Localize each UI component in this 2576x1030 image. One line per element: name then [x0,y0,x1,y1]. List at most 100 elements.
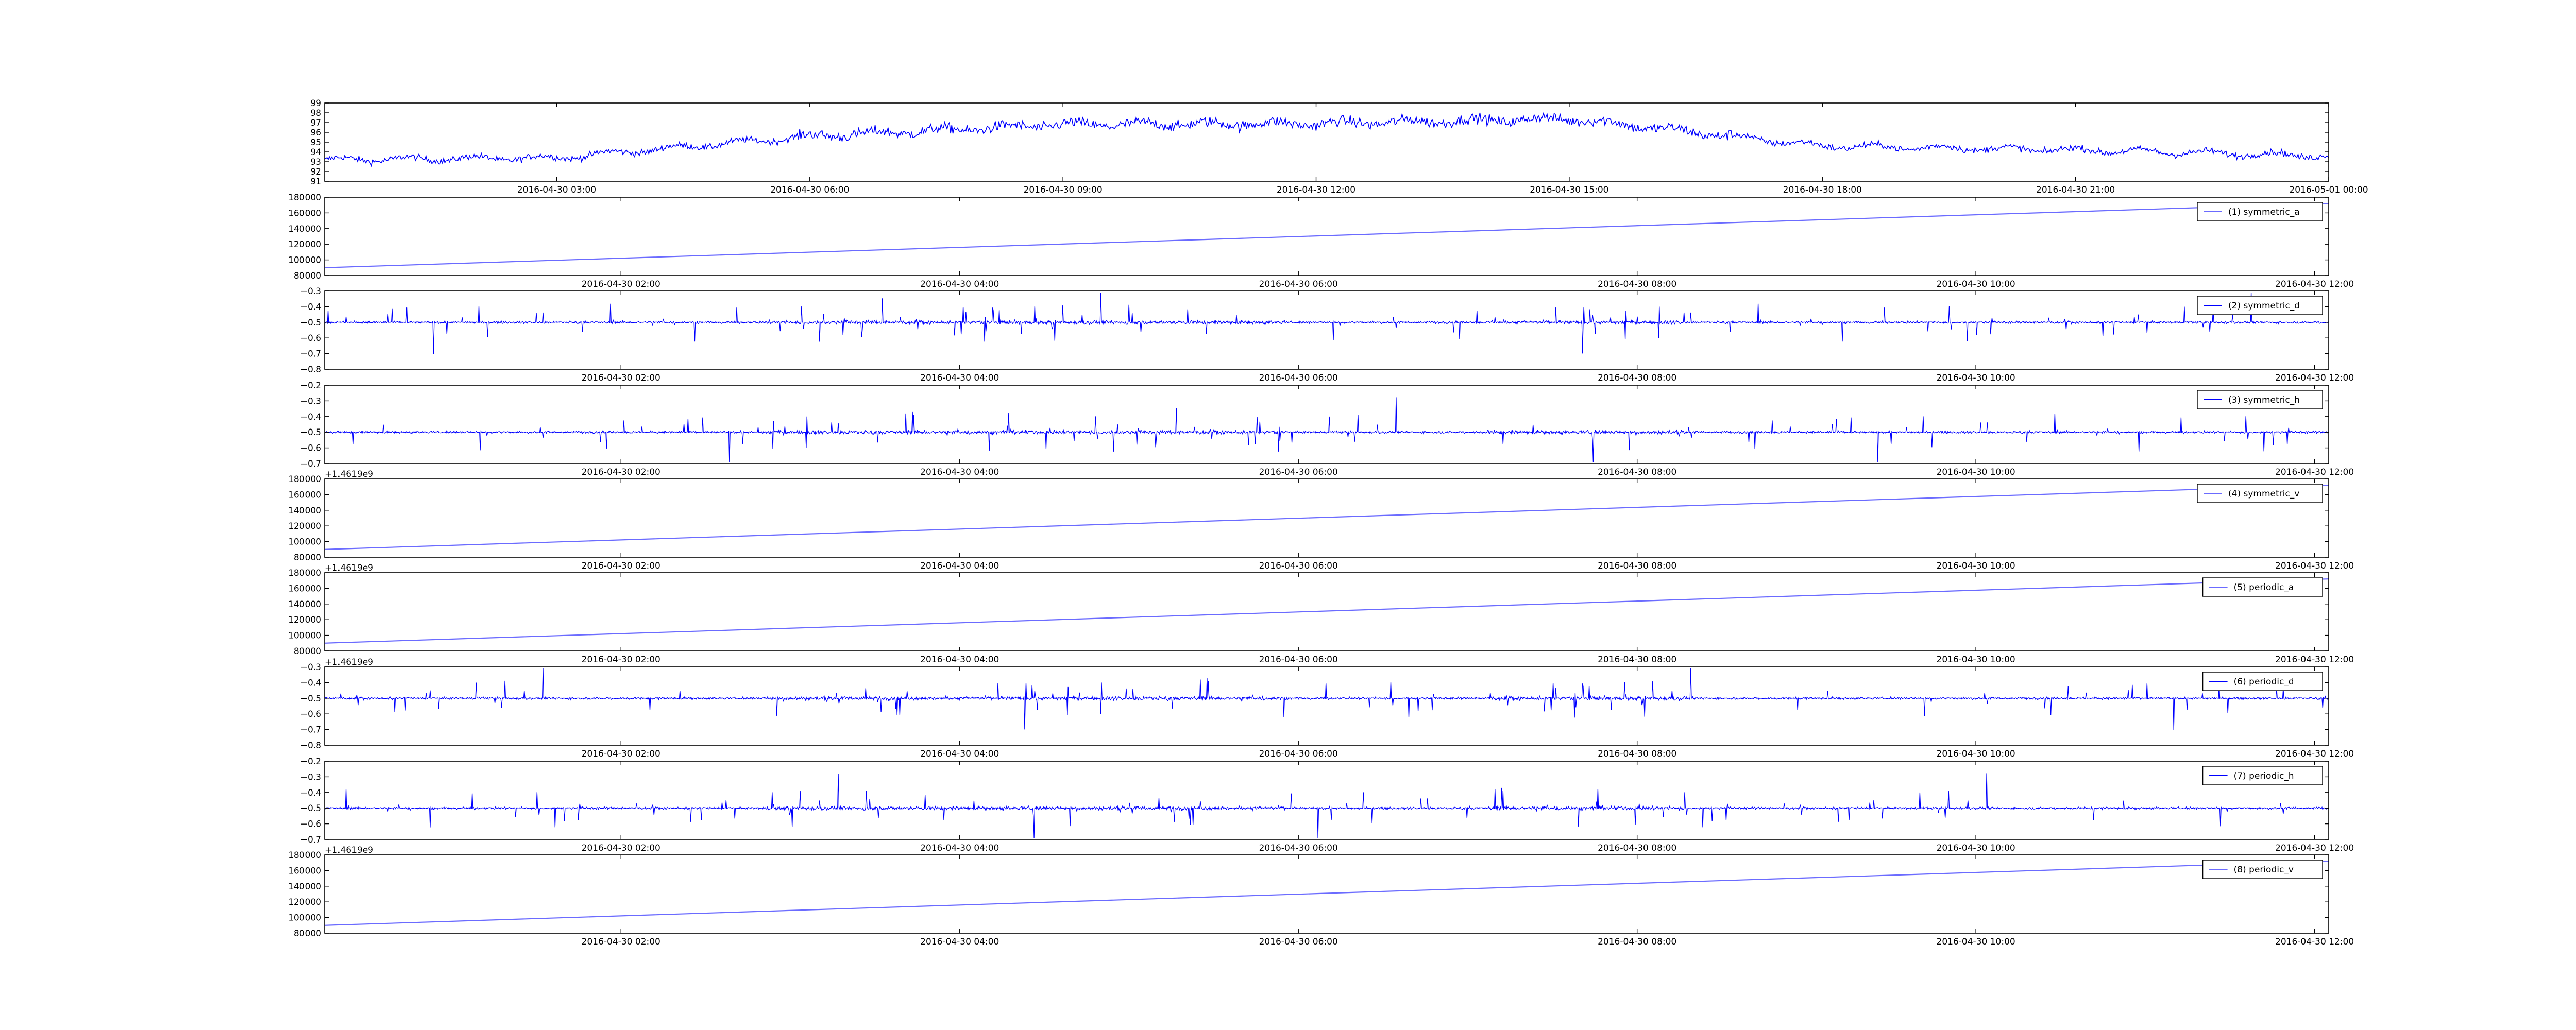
y-tick-label: 160000 [288,490,321,500]
x-tick-label: 2016-04-30 12:00 [2275,467,2354,477]
y-tick-label: −0.2 [300,381,321,391]
x-tick-label: 2016-04-30 04:00 [920,843,999,853]
series-line [324,292,2329,354]
x-offset-label: +1.4619e9 [325,845,374,855]
y-tick-label: −0.2 [300,757,321,767]
legend-label: (8) periodic_v [2234,865,2294,875]
y-tick-label: 80000 [294,553,321,563]
x-tick-label: 2016-04-30 02:00 [582,561,660,571]
x-tick-label: 2016-04-30 12:00 [2275,937,2354,947]
x-offset-label: +1.4619e9 [325,657,374,667]
x-tick-label: 2016-04-30 09:00 [1024,185,1103,195]
x-tick-label: 2016-04-30 15:00 [1530,185,1608,195]
y-tick-label: 140000 [288,224,321,234]
x-tick-label: 2016-04-30 10:00 [1937,467,2015,477]
y-tick-label: 120000 [288,521,321,531]
y-tick-label: 80000 [294,929,321,939]
y-tick-label: −0.3 [300,286,321,297]
x-tick-label: 2016-04-30 03:00 [517,185,596,195]
y-tick-label: 180000 [288,850,321,861]
y-tick-label: −0.7 [300,459,321,469]
y-tick-label: 93 [310,157,321,167]
y-tick-label: −0.5 [300,427,321,438]
x-tick-label: 2016-04-30 04:00 [920,467,999,477]
panel-2: 80000 100000 120000 140000 160000 180000 2016-… [288,193,2354,289]
y-tick-label: 120000 [288,239,321,250]
x-tick-label: 2016-04-30 02:00 [582,279,660,289]
x-tick-label: 2016-04-30 10:00 [1937,843,2015,853]
y-tick-label: 99 [310,98,321,109]
x-tick-label: 2016-04-30 08:00 [1598,937,1676,947]
y-tick-label: −0.4 [300,788,321,798]
y-tick-label: 160000 [288,583,321,594]
y-tick-label: 100000 [288,631,321,641]
series-line [324,773,2329,838]
y-tick-label: 98 [310,108,321,118]
axes-frame [324,572,2329,651]
axes-frame [324,385,2329,464]
x-tick-label: 2016-04-30 12:00 [2275,373,2354,383]
x-tick-label: 2016-04-30 12:00 [2275,655,2354,665]
x-tick-label: 2016-04-30 06:00 [1259,373,1338,383]
x-tick-label: 2016-04-30 08:00 [1598,467,1676,477]
x-tick-label: 2016-04-30 06:00 [1259,937,1338,947]
series-line [324,668,2329,730]
x-tick-label: 2016-04-30 02:00 [582,373,660,383]
series-line [324,485,2329,550]
panel-3: −0.8 −0.7 −0.6 −0.5 −0.4 −0.3 2016-04-30 02:00… [300,286,2354,383]
y-tick-label: 180000 [288,193,321,203]
x-tick-label: 2016-04-30 08:00 [1598,279,1676,289]
y-tick-label: −0.6 [300,443,321,454]
x-tick-label: 2016-04-30 10:00 [1937,561,2015,571]
y-tick-label: 80000 [294,271,321,281]
y-tick-label: −0.3 [300,772,321,782]
y-tick-label: 160000 [288,208,321,218]
y-tick-label: 140000 [288,599,321,610]
x-tick-label: 2016-04-30 02:00 [582,467,660,477]
x-tick-label: 2016-04-30 06:00 [1259,561,1338,571]
y-tick-label: −0.4 [300,678,321,688]
y-tick-label: 120000 [288,897,321,907]
y-tick-label: −0.5 [300,694,321,704]
y-tick-label: 91 [310,177,321,187]
panel-9: 80000 100000 120000 140000 160000 180000 2016-… [288,845,2354,947]
y-tick-label: −0.6 [300,709,321,719]
y-tick-label: 120000 [288,615,321,625]
y-tick-label: 100000 [288,537,321,547]
x-tick-label: 2016-04-30 08:00 [1598,373,1676,383]
y-tick-label: −0.7 [300,349,321,359]
x-tick-label: 2016-04-30 04:00 [920,561,999,571]
x-tick-label: 2016-04-30 02:00 [582,937,660,947]
x-tick-label: 2016-04-30 12:00 [2275,279,2354,289]
y-tick-label: 140000 [288,506,321,516]
y-tick-label: −0.7 [300,725,321,735]
legend-label: (7) periodic_h [2234,771,2294,781]
x-tick-label: 2016-04-30 12:00 [1277,185,1355,195]
y-tick-label: −0.8 [300,365,321,375]
legend-label: (1) symmetric_a [2228,207,2300,217]
panel-5: 80000 100000 120000 140000 160000 180000 2016-… [288,469,2354,571]
y-tick-label: −0.7 [300,835,321,845]
panel-4: −0.7 −0.6 −0.5 −0.4 −0.3 −0.2 2016-04-30 02:00… [300,381,2354,477]
x-tick-label: 2016-04-30 04:00 [920,937,999,947]
axes-frame [324,854,2329,934]
series-line [324,397,2329,462]
series-line [324,578,2329,644]
y-tick-label: −0.6 [300,819,321,830]
y-tick-label: −0.5 [300,803,321,814]
legend-label: (2) symmetric_d [2228,301,2300,311]
y-tick-label: −0.8 [300,741,321,751]
axes-frame [324,197,2329,276]
x-tick-label: 2016-04-30 12:00 [2275,843,2354,853]
x-tick-label: 2016-04-30 06:00 [1259,655,1338,665]
y-tick-label: 96 [310,128,321,138]
legend-label: (6) periodic_d [2234,677,2294,687]
x-tick-label: 2016-04-30 06:00 [770,185,849,195]
x-tick-label: 2016-04-30 10:00 [1937,279,2015,289]
legend-label: (4) symmetric_v [2228,489,2299,499]
x-tick-label: 2016-04-30 08:00 [1598,561,1676,571]
y-tick-label: −0.4 [300,302,321,312]
x-tick-label: 2016-04-30 12:00 [2275,561,2354,571]
